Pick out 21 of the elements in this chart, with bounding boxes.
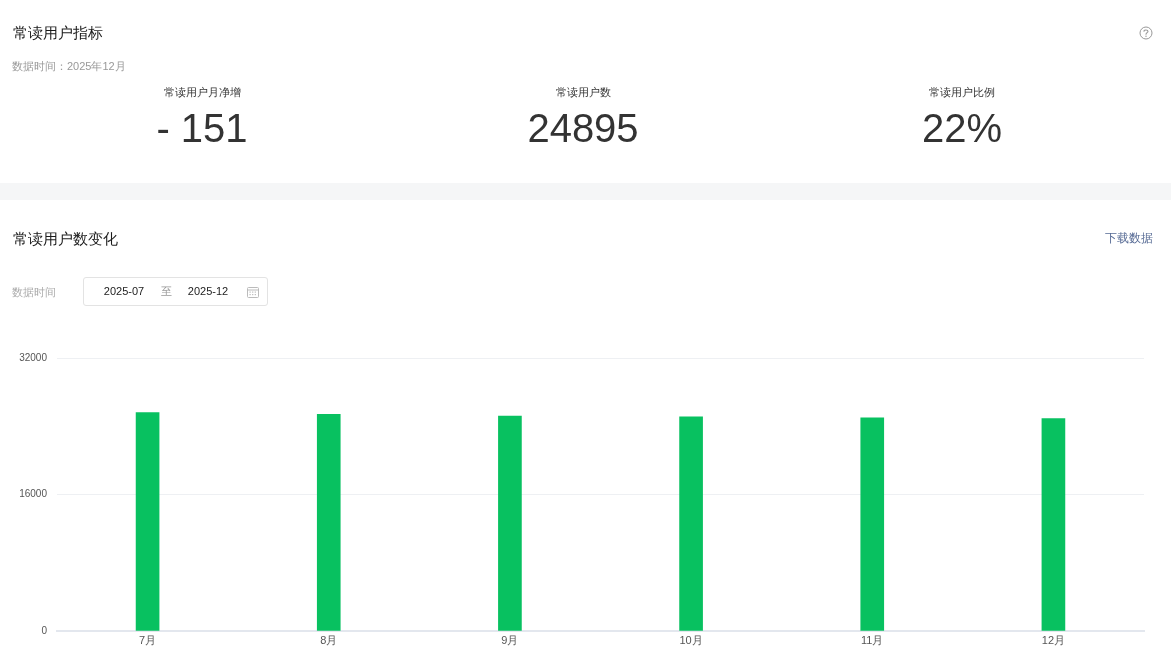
text: 22%: [921, 106, 1003, 150]
y-tick-label: 32000: [19, 351, 48, 363]
chart-title: 常读用户数变化: [13, 230, 118, 248]
category-label: 常读用户数: [555, 86, 611, 100]
category-label: 常读用户比例: [929, 86, 995, 100]
x-tick-label: 9月: [501, 633, 519, 646]
x-tick-label: 8月: [320, 633, 338, 646]
text: 常读用户指标: [13, 24, 103, 42]
text: 数据时间: [12, 286, 56, 300]
category-label: 常读用户月净增: [163, 86, 241, 100]
text: 24895: [527, 106, 639, 150]
y-tick-label: 0: [41, 624, 48, 636]
y-tick-label: 16000: [19, 488, 48, 500]
date-range-field: 2025-07 至 2025-12: [83, 277, 268, 306]
text: - 151: [156, 106, 248, 150]
x-tick-label: 11月: [861, 633, 884, 646]
x-tick-label: 10月: [679, 633, 703, 646]
x-tick-label: 7月: [139, 633, 157, 646]
text: 下载数据: [1105, 231, 1153, 246]
x-tick-label: 12月: [1041, 633, 1066, 646]
text: 数据时间：2025年12月: [12, 60, 126, 74]
